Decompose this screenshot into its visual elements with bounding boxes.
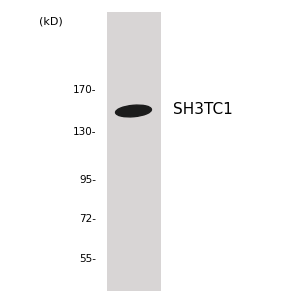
- Text: 72-: 72-: [79, 214, 96, 224]
- Text: 130-: 130-: [73, 127, 96, 137]
- Text: 95-: 95-: [79, 175, 96, 185]
- Text: 170-: 170-: [73, 85, 96, 95]
- Text: 55-: 55-: [79, 254, 96, 265]
- Text: SH3TC1: SH3TC1: [172, 102, 232, 117]
- Bar: [106, 12, 160, 291]
- Text: (kD): (kD): [39, 16, 63, 26]
- Ellipse shape: [116, 105, 152, 117]
